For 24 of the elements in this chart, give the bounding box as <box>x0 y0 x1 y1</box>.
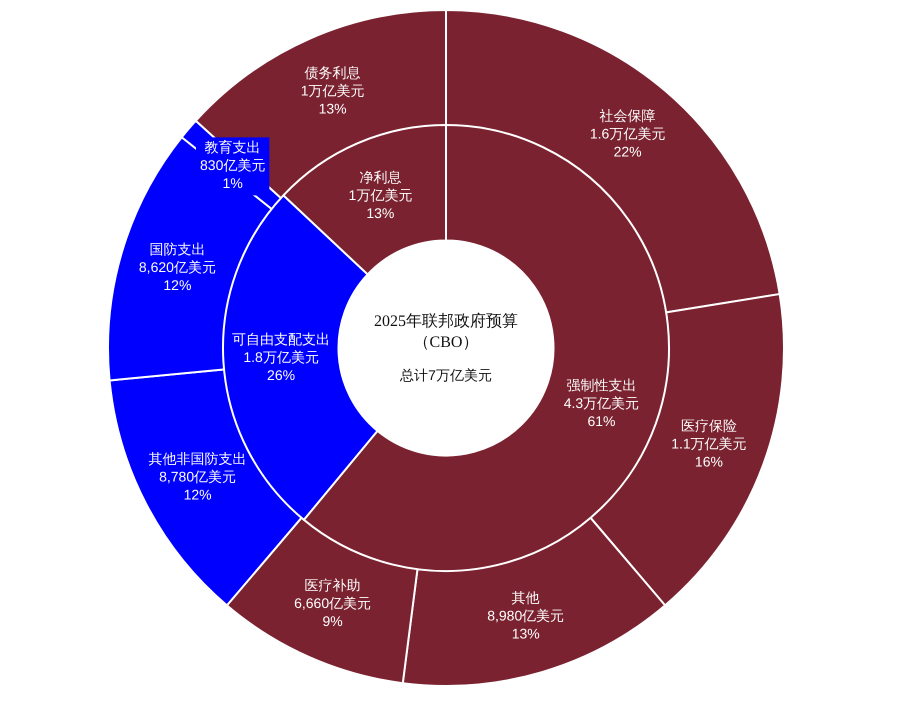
slice-label: 医疗保险 <box>680 418 737 434</box>
slice-label: 其他非国防支出 <box>148 450 247 466</box>
text: 2025年联邦政府预算（CBO） <box>373 312 519 353</box>
slice-label: 净利息 <box>359 169 402 186</box>
slice-label: 债务利息 <box>304 64 361 81</box>
slice-label: 医疗补助 <box>304 577 361 594</box>
data-label: 1.1万亿美元 16% <box>671 436 747 470</box>
data-label: 8,980亿美元 13% <box>487 607 564 642</box>
text: 总计7万亿美元 <box>400 367 492 385</box>
slice-label: 教育支出 <box>204 139 261 156</box>
data-label: 1.6万亿美元 22% <box>590 126 666 160</box>
data-label: 830亿美元 1% <box>200 157 266 192</box>
slice-label: 可自由支配支出 <box>232 331 330 348</box>
slice-label: 社会保障 <box>600 108 656 124</box>
data-label: 1万亿美元 13% <box>300 82 364 117</box>
data-label: 4.3万亿美元 61% <box>564 394 640 429</box>
data-label: 6,660亿美元 9% <box>294 595 372 630</box>
data-label: 8,780亿美元 12% <box>159 468 236 502</box>
slice-label: 国防支出 <box>149 241 206 258</box>
slice-label: 强制性支出 <box>566 376 636 393</box>
data-label: 1万亿美元 13% <box>348 187 412 222</box>
data-label: 8,620亿美元 12% <box>138 259 216 294</box>
data-label: 1.8万亿美元 26% <box>243 349 319 384</box>
slice-label: 其他 <box>512 589 540 606</box>
